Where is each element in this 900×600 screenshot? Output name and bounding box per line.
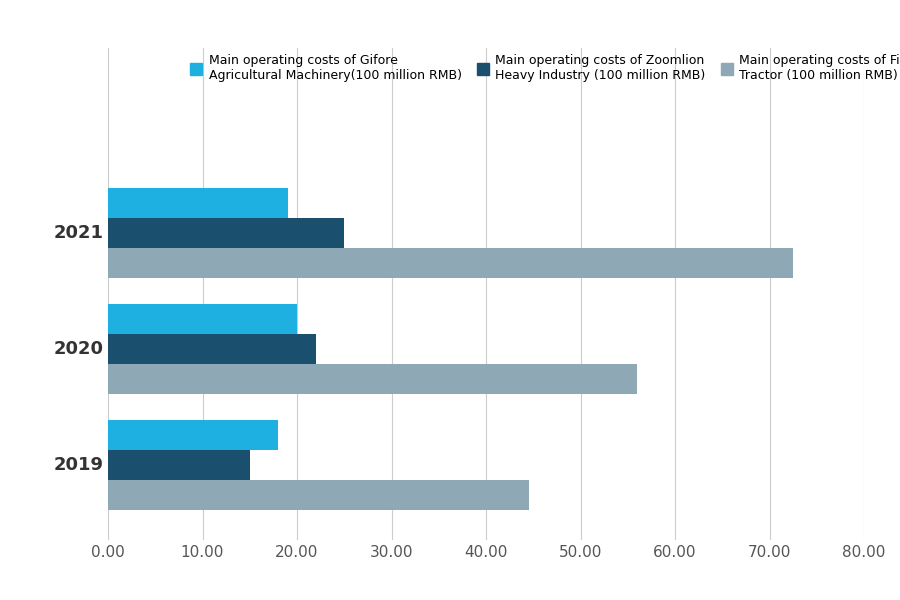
Bar [108,419,278,450]
Legend: Main operating costs of Gifore
Agricultural Machinery(100 million RMB), Main ope: Main operating costs of Gifore Agricultu… [190,54,900,82]
Bar [108,304,297,334]
Bar [108,364,637,394]
Bar [108,188,288,218]
Bar [108,248,793,278]
Bar [108,334,316,364]
Bar [108,218,344,248]
Bar [108,450,250,480]
Bar [108,480,528,510]
